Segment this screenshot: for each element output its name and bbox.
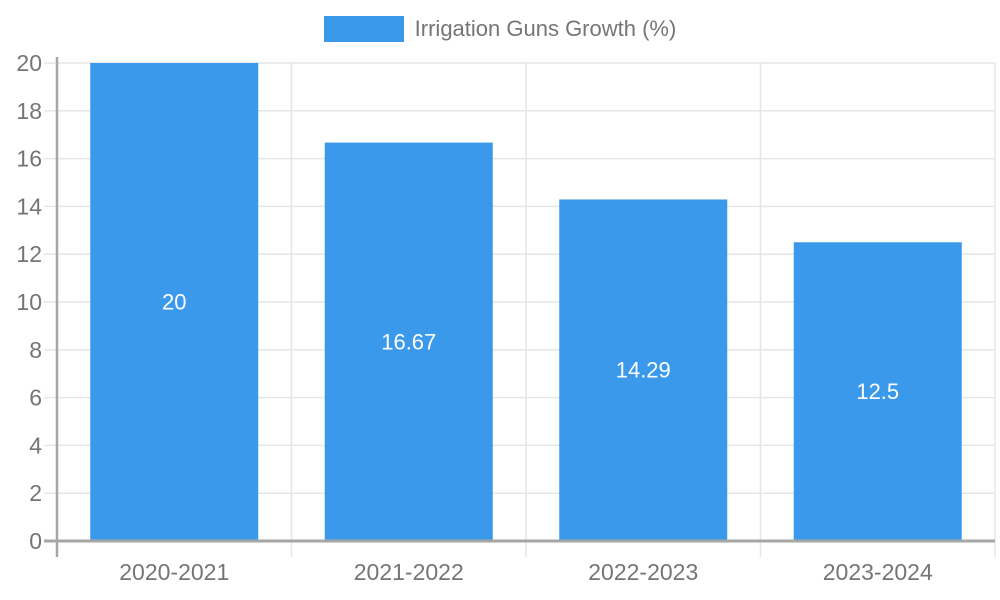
bar-value-label: 12.5 [856, 379, 899, 404]
x-tick-label: 2022-2023 [588, 559, 698, 585]
y-tick-label: 8 [29, 337, 42, 363]
legend-label: Irrigation Guns Growth (%) [414, 16, 677, 41]
y-tick-label: 10 [16, 289, 42, 315]
legend-swatch [323, 16, 404, 42]
x-tick-label: 2020-2021 [119, 559, 229, 585]
bar-2021-2022 [324, 142, 493, 541]
x-tick-label: 2023-2024 [823, 559, 933, 585]
y-tick-label: 6 [29, 385, 42, 411]
bar-2020-2021 [90, 63, 259, 541]
x-tick-label: 2021-2022 [354, 559, 464, 585]
bar-value-label: 14.29 [616, 358, 671, 383]
y-tick-label: 12 [16, 241, 42, 267]
bar-value-label: 16.67 [381, 329, 436, 354]
y-tick-label: 16 [16, 146, 42, 172]
bar-2022-2023 [559, 199, 728, 541]
y-tick-label: 14 [16, 193, 42, 219]
y-tick-label: 18 [16, 98, 42, 124]
y-tick-label: 20 [16, 50, 42, 76]
y-tick-label: 4 [29, 432, 42, 458]
y-tick-label: 2 [29, 480, 42, 506]
y-tick-label: 0 [29, 528, 42, 554]
chart-legend: Irrigation Guns Growth (%) [0, 16, 1000, 42]
bar-2023-2024 [793, 242, 962, 541]
bar-value-label: 20 [162, 290, 186, 315]
